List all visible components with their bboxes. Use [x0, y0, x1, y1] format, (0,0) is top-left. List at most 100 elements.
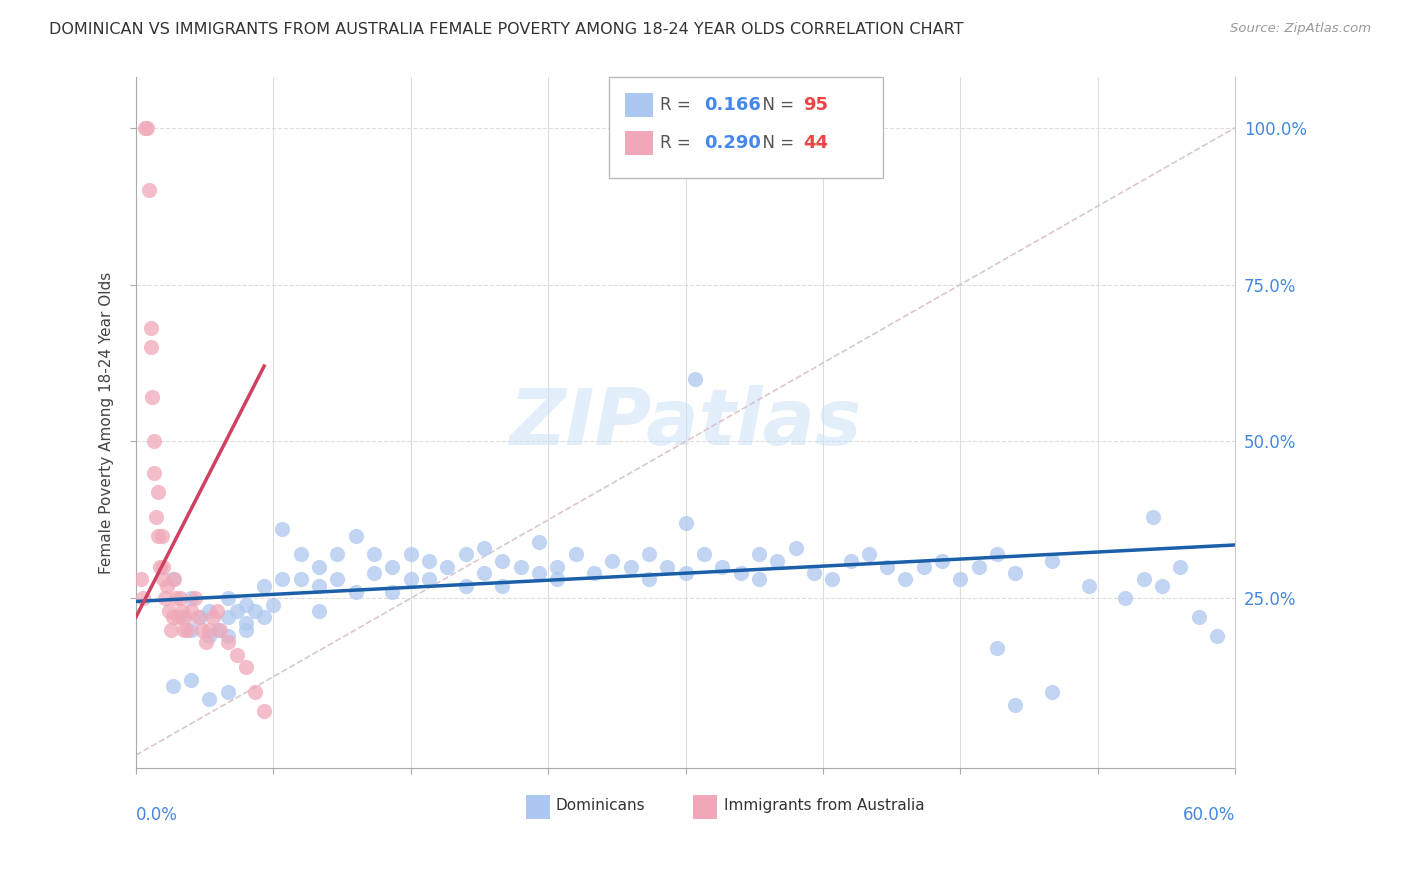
Text: 95: 95	[803, 96, 828, 114]
Point	[363, 566, 385, 581]
Point	[308, 604, 330, 618]
Point	[399, 547, 422, 561]
Point	[143, 434, 166, 449]
Point	[131, 573, 153, 587]
Bar	[526, 796, 550, 820]
Point	[217, 610, 239, 624]
Text: R =: R =	[661, 96, 696, 114]
Point	[766, 554, 789, 568]
Point	[156, 579, 179, 593]
Point	[194, 635, 217, 649]
Point	[205, 604, 228, 618]
Bar	[626, 130, 652, 155]
Point	[162, 573, 184, 587]
Point	[138, 183, 160, 197]
Point	[491, 554, 513, 568]
Point	[290, 573, 312, 587]
Point	[152, 560, 174, 574]
Point	[155, 591, 177, 606]
Point	[163, 573, 186, 587]
Point	[143, 466, 166, 480]
Point	[150, 528, 173, 542]
Point	[201, 610, 224, 624]
Point	[546, 560, 568, 574]
Point	[1168, 560, 1191, 574]
Text: N =: N =	[752, 134, 799, 152]
Point	[134, 120, 156, 135]
Point	[145, 509, 167, 524]
Point	[169, 591, 191, 606]
Point	[675, 566, 697, 581]
Point	[262, 598, 284, 612]
Point	[582, 566, 605, 581]
Point	[638, 547, 661, 561]
Point	[159, 623, 181, 637]
Point	[472, 566, 495, 581]
Point	[217, 685, 239, 699]
Y-axis label: Female Poverty Among 18-24 Year Olds: Female Poverty Among 18-24 Year Olds	[100, 271, 114, 574]
Point	[290, 547, 312, 561]
Point	[253, 704, 276, 718]
Point	[858, 547, 880, 561]
Point	[132, 591, 155, 606]
Point	[931, 554, 953, 568]
Point	[165, 591, 187, 606]
FancyBboxPatch shape	[609, 78, 883, 178]
Point	[183, 591, 205, 606]
Point	[191, 623, 214, 637]
Point	[344, 585, 367, 599]
Point	[381, 585, 404, 599]
Text: ZIPatlas: ZIPatlas	[509, 384, 862, 460]
Point	[162, 610, 184, 624]
Point	[308, 579, 330, 593]
Point	[454, 547, 477, 561]
Point	[683, 371, 706, 385]
Point	[986, 547, 1008, 561]
Point	[1004, 698, 1026, 712]
Point	[271, 573, 294, 587]
Point	[967, 560, 990, 574]
Point	[472, 541, 495, 555]
Point	[1040, 685, 1063, 699]
Point	[527, 566, 550, 581]
Point	[198, 623, 221, 637]
Point	[418, 554, 440, 568]
Point	[1150, 579, 1173, 593]
Point	[243, 685, 266, 699]
Point	[146, 484, 169, 499]
Point	[180, 591, 202, 606]
Text: 60.0%: 60.0%	[1182, 805, 1236, 823]
Point	[436, 560, 458, 574]
Bar	[626, 93, 652, 118]
Point	[730, 566, 752, 581]
Point	[418, 573, 440, 587]
Text: 0.166: 0.166	[704, 96, 761, 114]
Text: DOMINICAN VS IMMIGRANTS FROM AUSTRALIA FEMALE POVERTY AMONG 18-24 YEAR OLDS CORR: DOMINICAN VS IMMIGRANTS FROM AUSTRALIA F…	[49, 22, 963, 37]
Point	[253, 610, 276, 624]
Point	[600, 554, 623, 568]
Point	[1040, 554, 1063, 568]
Point	[1142, 509, 1164, 524]
Point	[491, 579, 513, 593]
Point	[139, 340, 162, 354]
Point	[235, 616, 257, 631]
Point	[141, 391, 163, 405]
Point	[271, 522, 294, 536]
Point	[527, 534, 550, 549]
Point	[894, 573, 917, 587]
Point	[803, 566, 825, 581]
Point	[198, 691, 221, 706]
Point	[399, 573, 422, 587]
Point	[225, 604, 247, 618]
Point	[243, 604, 266, 618]
Point	[821, 573, 844, 587]
Point	[174, 610, 197, 624]
Point	[748, 547, 770, 561]
Point	[638, 573, 661, 587]
Point	[235, 623, 257, 637]
Point	[135, 120, 157, 135]
Point	[381, 560, 404, 574]
Point	[876, 560, 898, 574]
Point	[509, 560, 531, 574]
Point	[657, 560, 679, 574]
